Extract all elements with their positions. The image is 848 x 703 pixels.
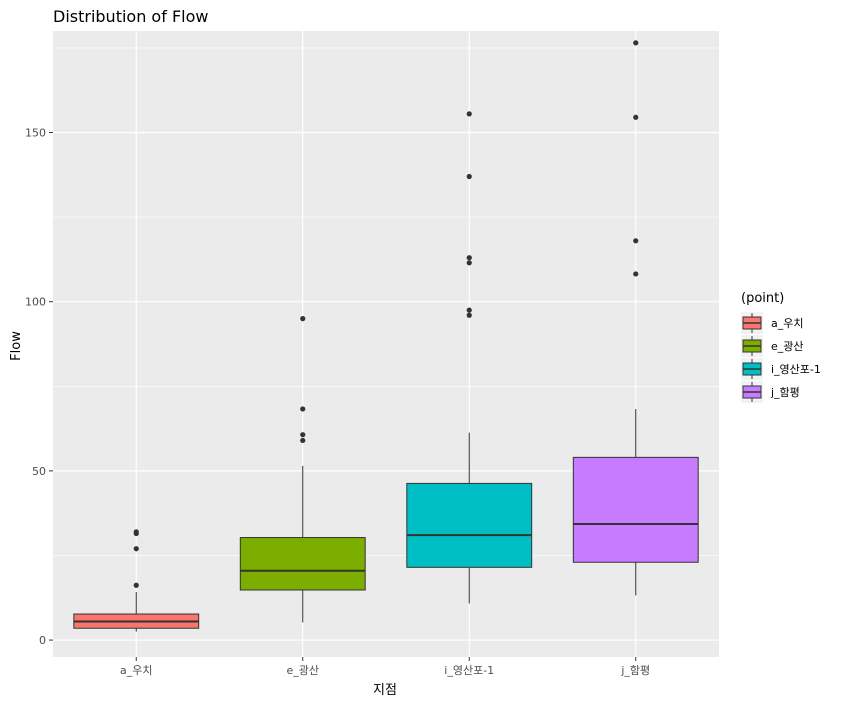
x-tick-label: i_영산포-1 [444,664,494,677]
outlier-point [466,255,472,261]
x-tick-label: j_함평 [620,664,650,677]
boxes [73,40,699,632]
outlier-point [300,316,306,322]
legend-label: a_우치 [771,317,803,330]
outlier-point [633,271,639,277]
legend-label: j_함평 [770,386,800,399]
y-tick-label: 100 [25,296,46,309]
outlier-point [300,406,306,412]
y-tick-label: 150 [25,127,46,140]
outlier-point [300,437,306,444]
legend-item: j_함평 [741,381,800,403]
y-tick-label: 0 [39,634,46,647]
outlier-point [466,307,472,313]
outlier-point [633,40,639,46]
box-iqr [406,482,533,568]
outlier-point [466,111,472,117]
box-iqr [572,456,699,563]
legend: (point) a_우치 e_광산 i_영산포-1 j_함평 [741,291,821,403]
box-iqr [239,537,366,591]
y-tick-label: 50 [32,465,46,478]
x-tick-label: a_우치 [120,664,152,677]
legend-item: e_광산 [741,335,804,357]
legend-label: i_영산포-1 [771,363,821,376]
chart-title: Distribution of Flow [53,7,208,26]
x-tick-label: e_광산 [286,664,319,677]
box-1 [73,529,200,632]
legend-item: a_우치 [741,312,803,334]
outlier-point [633,114,639,120]
legend-title: (point) [741,291,784,306]
outlier-point [300,432,306,438]
outlier-point [133,582,139,588]
box-2 [239,316,366,623]
box-3 [406,111,533,604]
x-axis-title: 지점 [373,683,397,698]
x-axis-ticks: a_우치 e_광산 i_영산포-1 j_함평 [120,657,650,677]
legend-label: e_광산 [771,340,804,353]
box-4 [572,40,699,596]
outlier-point [133,546,139,552]
legend-item: i_영산포-1 [741,358,821,380]
outlier-point [466,260,472,266]
outlier-point [466,312,472,318]
plot-panel [53,31,719,657]
outlier-point [633,238,639,244]
outlier-point [466,173,472,180]
y-axis-ticks: 0 50 100 150 [25,127,53,647]
y-axis-title: Flow [9,331,24,361]
outlier-point [133,529,139,535]
